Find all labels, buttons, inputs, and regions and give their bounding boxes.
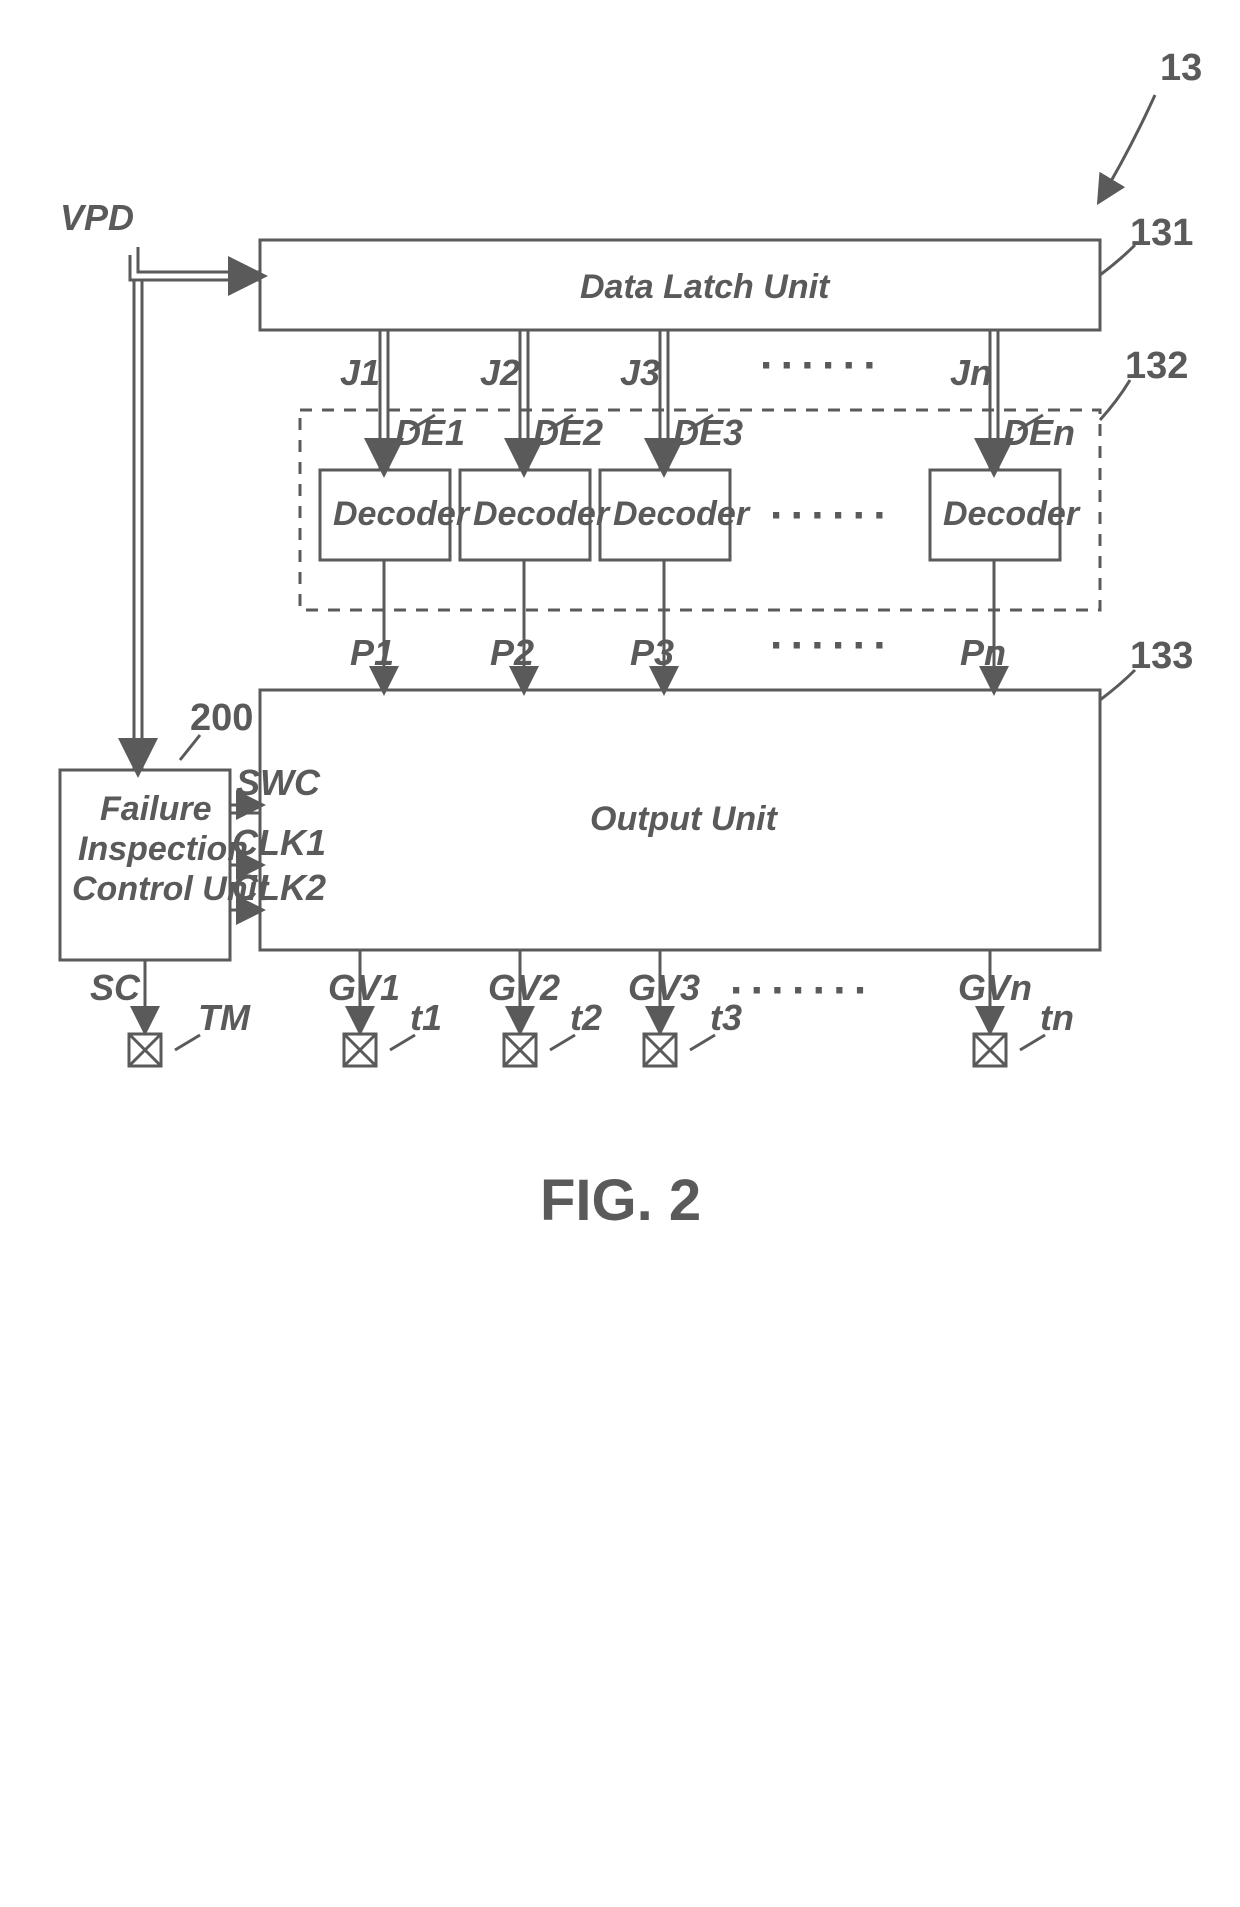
- decoder-n: Decoder: [930, 470, 1081, 560]
- decoder-2: Decoder: [460, 470, 611, 560]
- clk2-label: CLK2: [232, 867, 326, 908]
- decoder-1: Decoder: [320, 470, 471, 560]
- out-1: GV1 t1: [328, 950, 442, 1066]
- p2-label: P2: [490, 632, 534, 673]
- p3-label: P3: [630, 632, 674, 673]
- output-unit-label: Output Unit: [590, 800, 779, 838]
- ref-200: 200: [190, 697, 253, 739]
- ref-132: 132: [1125, 345, 1188, 387]
- ref-131: 131: [1130, 212, 1193, 254]
- j3-label: J3: [620, 352, 660, 393]
- p-dots: ······: [770, 621, 894, 670]
- clk1-label: CLK1: [232, 822, 326, 863]
- svg-text:Decoder: Decoder: [943, 495, 1081, 533]
- svg-text:t3: t3: [710, 997, 742, 1038]
- svg-text:Decoder: Decoder: [613, 495, 751, 533]
- j1-label: J1: [340, 352, 380, 393]
- pn-label: Pn: [960, 632, 1006, 673]
- svg-text:GVn: GVn: [958, 967, 1032, 1008]
- tm-label: TM: [198, 997, 251, 1038]
- vpd-bus-2: [138, 247, 260, 272]
- out-2: GV2 t2: [488, 950, 602, 1066]
- svg-text:Decoder: Decoder: [473, 495, 611, 533]
- svg-text:tn: tn: [1040, 997, 1074, 1038]
- ref-133: 133: [1130, 635, 1193, 677]
- vpd-bus-1: [130, 255, 260, 280]
- data-latch-label: Data Latch Unit: [580, 268, 831, 306]
- p1-label: P1: [350, 632, 394, 673]
- top-ref: 13: [1160, 47, 1202, 89]
- diagram-page: 13 Data Latch Unit 131 VPD 132 Decoder D…: [0, 0, 1240, 1907]
- decoder-dots: ······: [770, 491, 894, 540]
- den-label: DEn: [1003, 412, 1075, 453]
- svg-text:Failure: Failure: [100, 790, 211, 828]
- figure-label: FIG. 2: [540, 1168, 701, 1233]
- swc-label: SWC: [236, 762, 321, 803]
- jn-label: Jn: [950, 352, 992, 393]
- svg-text:t2: t2: [570, 997, 602, 1038]
- de3-label: DE3: [673, 412, 743, 453]
- j-dots: ······: [760, 341, 884, 390]
- decoder-3: Decoder: [600, 470, 751, 560]
- svg-text:GV3: GV3: [628, 967, 700, 1008]
- svg-text:GV1: GV1: [328, 967, 400, 1008]
- vpd-label: VPD: [60, 197, 134, 238]
- de1-label: DE1: [395, 412, 465, 453]
- svg-text:GV2: GV2: [488, 967, 560, 1008]
- svg-text:t1: t1: [410, 997, 442, 1038]
- j2-label: J2: [480, 352, 520, 393]
- sc-label: SC: [90, 967, 141, 1008]
- diagram-svg: 13 Data Latch Unit 131 VPD 132 Decoder D…: [0, 0, 1240, 1907]
- svg-text:Decoder: Decoder: [333, 495, 471, 533]
- gv-dots: ·······: [730, 966, 875, 1015]
- top-ref-leader: [1100, 95, 1155, 200]
- out-3: GV3 t3: [628, 950, 742, 1066]
- de2-label: DE2: [533, 412, 603, 453]
- svg-text:Inspection: Inspection: [78, 830, 248, 868]
- out-n: GVn tn: [958, 950, 1074, 1066]
